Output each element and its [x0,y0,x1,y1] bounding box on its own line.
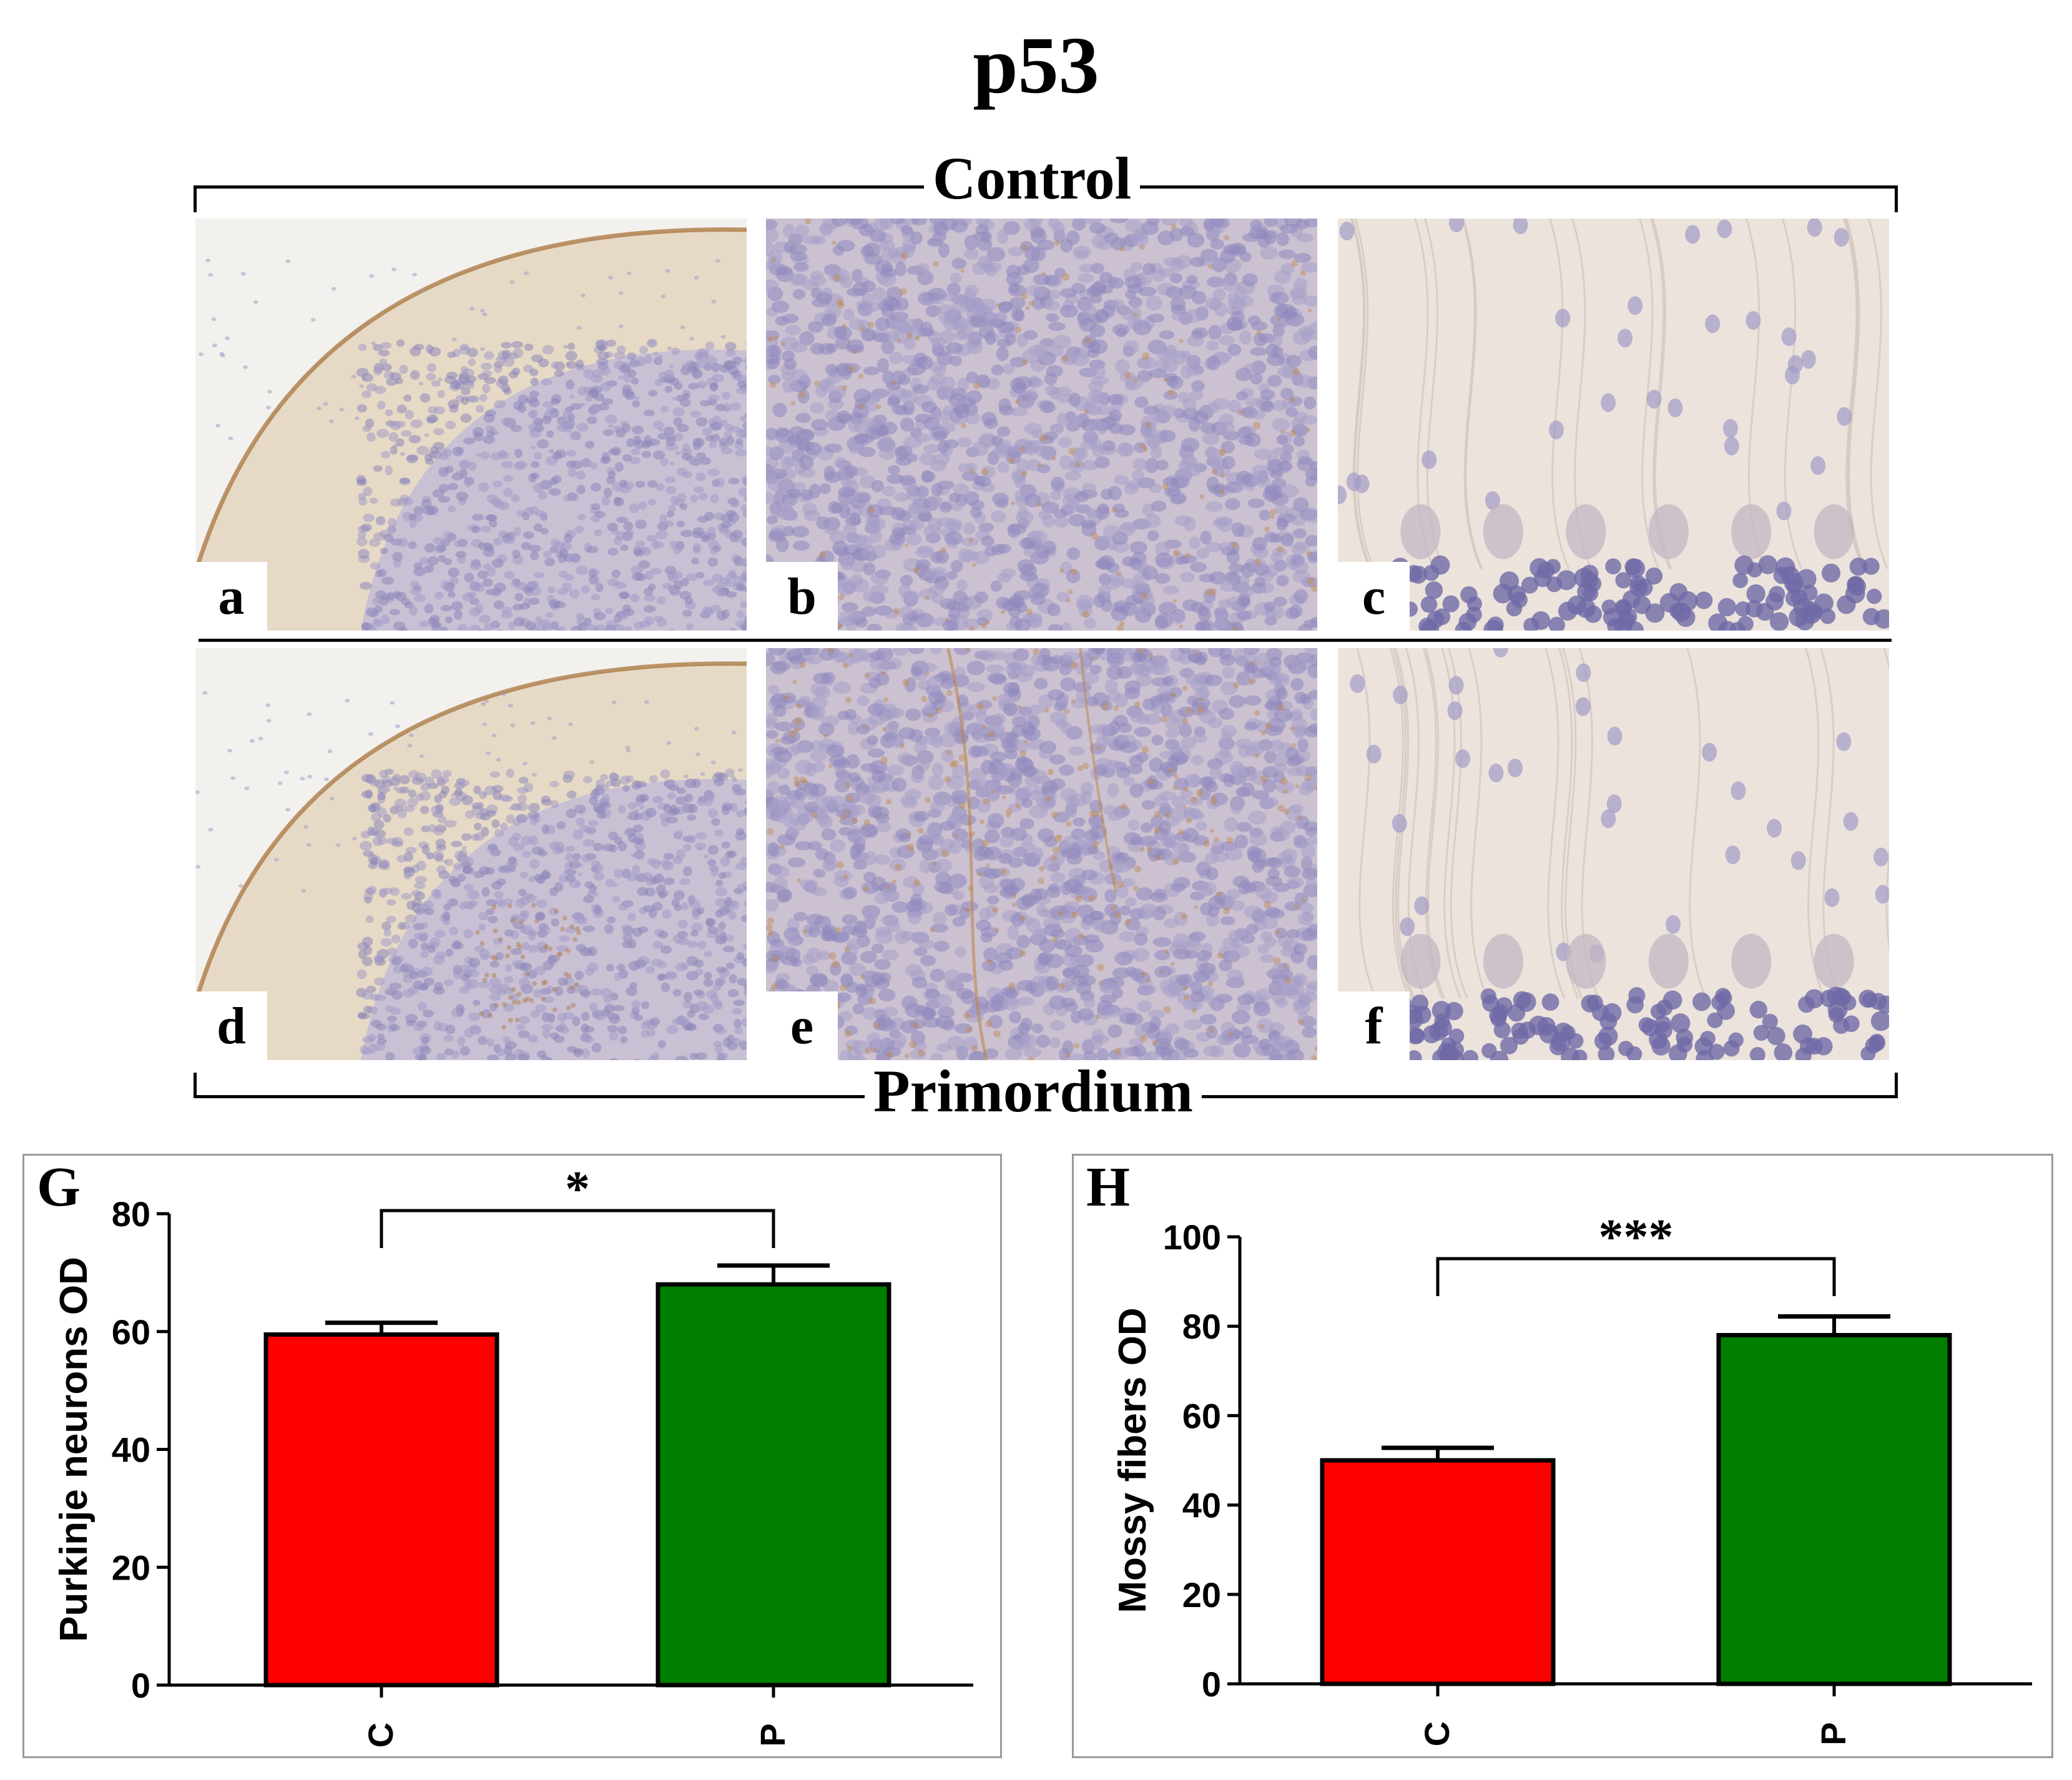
chart-panel-label: H [1086,1156,1130,1218]
panel-label-d: d [195,991,267,1060]
panel-label-c: c [1338,562,1410,631]
chart-g-frame: G Purkinje neurons OD 0 20 40 60 80 C P * [22,1154,1002,1758]
y-tick-label: 40 [1182,1486,1221,1525]
significance-marker: * [565,1162,590,1217]
bar-C [1320,1458,1556,1686]
chart-panel-label: G [37,1156,81,1218]
micrograph-panel-e: e [766,648,1317,1060]
significance-bracket [1436,1257,1836,1296]
y-tick-label: 0 [131,1666,150,1705]
figure-title: p53 [973,21,1099,111]
chart-g: G Purkinje neurons OD 0 20 40 60 80 C P * [37,1156,973,1748]
primordium-label: Primordium [865,1061,1202,1121]
x-tick-label-P: P [753,1723,792,1746]
y-tick-label: 0 [1202,1664,1221,1704]
y-tick-label: 20 [1182,1575,1221,1615]
y-tick-label: 40 [112,1430,150,1470]
bar-P [1716,1333,1952,1686]
y-tick-label: 100 [1163,1217,1221,1257]
micrograph-panel-f: f [1338,648,1889,1060]
x-tick-label-C: C [361,1723,400,1748]
micrograph-panel-c: c [1338,219,1889,631]
y-tick-label: 80 [1182,1307,1221,1346]
y-tick-label: 20 [112,1548,150,1587]
significance-marker: *** [1599,1210,1674,1265]
x-tick-label-C: C [1417,1721,1456,1746]
y-axis-label: Purkinje neurons OD [52,1257,96,1642]
control-label: Control [924,149,1141,209]
panel-label-e: e [766,991,838,1060]
micrograph-panel-b: b [766,219,1317,631]
panel-label-b: b [766,562,838,631]
x-tick-label-P: P [1814,1722,1853,1745]
bar-C [263,1332,499,1688]
micrograph-panel-a: a [195,219,747,631]
panel-label-f: f [1338,991,1410,1060]
micrograph-panel-d: d [195,648,747,1060]
y-tick-label: 60 [1182,1396,1221,1435]
y-tick-label: 80 [112,1194,150,1234]
chart-h: H Mossy fibers OD 0 20 40 60 80 100 C P *** [1086,1156,2032,1746]
bar-P [655,1282,891,1688]
y-tick-label: 60 [112,1312,150,1352]
panel-label-a: a [195,562,267,631]
y-axis-label: Mossy fibers OD [1111,1307,1154,1613]
chart-h-frame: H Mossy fibers OD 0 20 40 60 80 100 C P *** [1072,1154,2053,1758]
row-divider [199,639,1892,642]
significance-bracket [380,1209,775,1248]
